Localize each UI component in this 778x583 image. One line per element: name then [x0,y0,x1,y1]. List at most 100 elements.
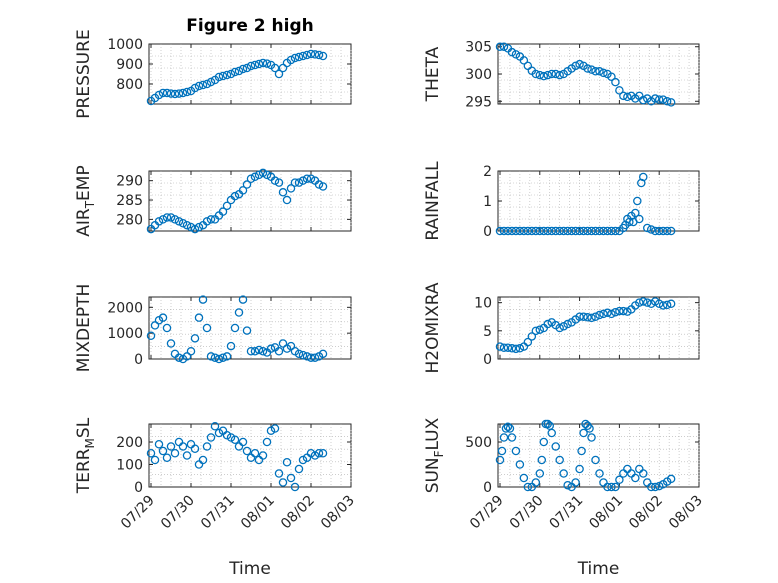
data-point [607,309,616,319]
data-point [270,424,280,433]
chart-title: Figure 2 high [186,16,314,36]
data-point [162,213,172,222]
data-point [166,339,176,348]
y-axis-label: H2OMIXRA [423,282,443,373]
y-tick-label: 280 [116,212,143,228]
data-point [314,180,324,189]
data-point [499,343,509,352]
data-point [306,353,316,362]
data-point [551,442,560,451]
data-point [202,323,212,333]
data-point [646,482,656,492]
data-point [611,307,620,317]
data-point [579,312,588,321]
data-point [254,59,264,69]
data-point [146,331,156,340]
data-point [214,354,224,364]
data-point [595,67,604,76]
data-point [575,312,584,321]
data-point [503,343,513,352]
y-tick-label: 305 [465,40,492,56]
y-axis-label: AIRTEMP [74,165,97,236]
data-point [206,433,216,442]
data-point [258,58,268,68]
data-point [242,180,252,189]
data-point [286,473,296,483]
data-point [274,469,284,478]
x-tick-label: 08/02 [278,493,318,533]
data-point [178,88,188,98]
data-point [635,214,644,224]
data-point [318,51,328,61]
data-point [654,481,664,491]
data-point [555,226,564,236]
data-point [230,191,240,201]
data-point [571,478,580,487]
data-point [158,313,168,322]
data-point [595,310,604,320]
x-tick-label: 08/01 [238,493,278,533]
x-tick-label: 07/30 [158,493,198,533]
data-point [507,433,517,442]
data-point [585,424,594,433]
data-point [587,313,596,323]
data-point [242,63,252,73]
data-point [190,224,200,234]
data-point [611,77,620,87]
data-point [577,446,586,456]
y-tick-label: 300 [465,67,492,83]
data-point [290,178,300,187]
data-point [563,319,572,329]
data-point [603,308,612,318]
data-point [515,344,525,353]
data-point [523,482,533,492]
data-point [559,226,568,236]
y-tick-label: 1000 [107,37,143,53]
data-point [619,91,628,101]
y-tick-label: 290 [116,174,143,190]
data-point [615,475,624,485]
data-point [290,53,300,63]
data-point [250,448,260,458]
data-point [162,323,172,333]
data-point [599,309,608,319]
data-point [318,349,328,359]
data-point [595,226,604,236]
data-point [158,215,168,224]
y-tick-label: 10 [474,296,492,312]
data-point [583,64,592,73]
data-point [318,182,328,191]
data-point [497,446,507,456]
data-point [154,217,164,226]
data-point [591,312,600,321]
data-point [158,446,168,456]
data-point [567,226,576,236]
data-point [302,174,312,183]
data-point [218,71,228,81]
data-point [202,442,212,451]
data-point [575,59,584,69]
data-point [666,299,676,309]
data-point [182,87,192,97]
data-point [543,419,553,429]
y-axis-label: THETA [423,46,443,102]
data-point [194,222,204,232]
x-axis-label: Time [228,559,271,579]
data-point [282,195,292,205]
data-point [282,457,292,467]
data-point [515,460,525,469]
data-point [250,172,260,182]
data-point [511,344,521,354]
data-point [154,439,164,449]
data-point [222,352,232,361]
data-point [666,226,676,236]
data-point [266,344,276,353]
x-tick-label: 08/01 [586,493,626,533]
y-tick-label: 5 [483,324,492,340]
data-point [650,226,660,236]
data-point [262,170,272,180]
data-point [254,170,264,180]
data-point [503,226,513,236]
data-point [654,299,664,309]
